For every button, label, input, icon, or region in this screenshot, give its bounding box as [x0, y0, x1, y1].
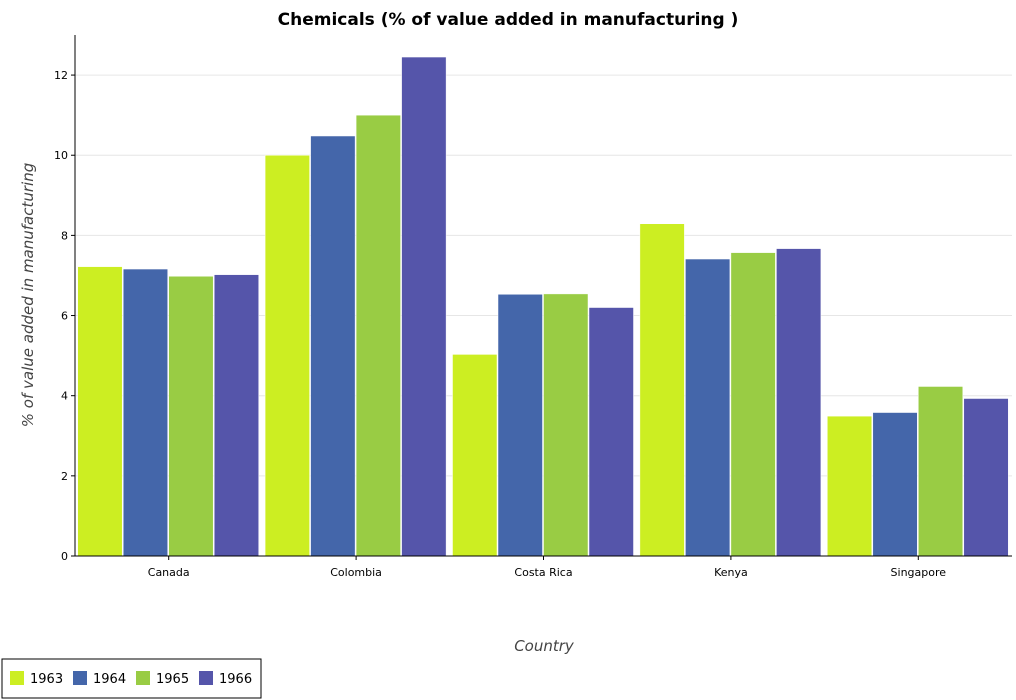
y-tick-label: 0 — [61, 550, 68, 563]
legend-swatch — [10, 671, 24, 685]
bar-1964-singapore — [872, 412, 918, 557]
y-tick-label: 12 — [54, 69, 68, 82]
legend-swatch — [136, 671, 150, 685]
bar-1965-singapore — [918, 386, 964, 557]
bar-1964-colombia — [310, 135, 356, 557]
bar-1965-canada — [168, 276, 214, 557]
bar-1966-canada — [213, 274, 259, 557]
y-tick-label: 4 — [61, 390, 68, 403]
bar-1964-kenya — [685, 258, 731, 557]
bar-1966-costa-rica — [588, 307, 634, 557]
y-axis-label: % of value added in manufacturing — [19, 163, 37, 427]
x-tick-label: Kenya — [714, 566, 748, 579]
legend-label: 1964 — [93, 672, 126, 687]
bar-1965-kenya — [730, 252, 776, 557]
x-tick-label: Colombia — [330, 566, 382, 579]
bar-1964-costa-rica — [497, 294, 543, 557]
bar-1963-canada — [77, 266, 123, 557]
legend-box — [1, 658, 262, 699]
bar-1963-singapore — [827, 415, 873, 557]
legend-label: 1966 — [219, 672, 252, 687]
bar-1964-canada — [122, 268, 168, 557]
x-tick-label: Singapore — [891, 566, 947, 579]
bar-1963-costa-rica — [452, 354, 498, 557]
y-tick-label: 2 — [61, 470, 68, 483]
bar-1965-costa-rica — [543, 293, 589, 557]
x-axis-label: Country — [514, 637, 575, 655]
bar-1966-kenya — [776, 248, 822, 557]
legend: 1963 1964 1965 1966 — [1, 658, 262, 699]
axes: 0 2 4 6 8 10 12 Canada Colombia Costa Rica Kenya Si… — [54, 35, 1012, 579]
bar-1963-colombia — [264, 154, 310, 557]
legend-swatch — [199, 671, 213, 685]
y-tick-label: 10 — [54, 149, 68, 162]
legend-label: 1963 — [30, 672, 63, 687]
legend-swatch — [73, 671, 87, 685]
x-tick-label: Canada — [148, 566, 190, 579]
bar-1966-colombia — [401, 56, 447, 557]
legend-label: 1965 — [156, 672, 189, 687]
bar-1966-singapore — [963, 398, 1009, 557]
bar-1963-kenya — [639, 223, 685, 557]
bar-1965-colombia — [355, 114, 401, 557]
bars — [77, 56, 1009, 557]
x-tick-label: Costa Rica — [514, 566, 572, 579]
chart-title: Chemicals (% of value added in manufactu… — [278, 10, 739, 30]
y-tick-label: 8 — [61, 229, 68, 242]
y-tick-label: 6 — [61, 310, 68, 323]
